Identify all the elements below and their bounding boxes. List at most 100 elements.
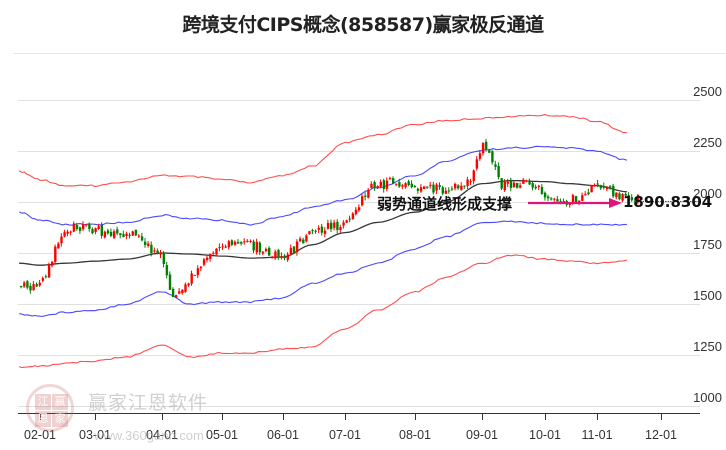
up-candle (206, 257, 209, 261)
up-candle (233, 241, 237, 245)
down-candle (314, 230, 317, 232)
down-candle (218, 246, 221, 248)
up-candle (54, 246, 57, 262)
down-candle (556, 199, 559, 202)
up-candle (361, 196, 364, 206)
down-candle (75, 225, 79, 230)
down-candle (277, 249, 280, 258)
watermark-logo-icon: 江 赢 恩 家 (26, 384, 74, 432)
down-candle (550, 198, 553, 200)
down-candle (100, 224, 103, 236)
grid-lines (18, 100, 700, 407)
down-candle (531, 183, 534, 188)
y-tick-label: 1500 (693, 288, 722, 303)
up-candle (274, 251, 277, 259)
down-candle (35, 284, 38, 287)
annotation-value: 1890.8304 (623, 193, 713, 211)
down-candle (162, 252, 165, 264)
down-candle (29, 285, 32, 291)
up-candle (503, 181, 506, 191)
up-candle (454, 183, 457, 189)
up-candle (47, 264, 51, 278)
down-candle (44, 276, 48, 278)
x-axis (18, 413, 700, 420)
down-candle (373, 182, 376, 188)
down-candle (20, 285, 23, 287)
down-candle (240, 242, 243, 244)
watermark-logo-char: 赢 (52, 394, 68, 410)
up-candle (472, 170, 475, 181)
down-candle (268, 247, 271, 256)
down-candle (392, 178, 395, 184)
down-candle (302, 239, 305, 244)
down-candle (165, 265, 169, 276)
channel-lines (18, 113, 700, 369)
up-candle (184, 284, 187, 292)
down-candle (134, 229, 138, 236)
down-candle (618, 193, 621, 200)
up-candle (553, 198, 556, 200)
down-candle (463, 185, 466, 187)
up-candle (478, 153, 482, 159)
down-candle (599, 185, 603, 189)
down-candle (509, 179, 513, 188)
channel-line-1 (18, 145, 628, 226)
down-candle (283, 255, 286, 259)
x-tick-label: 09-01 (466, 428, 498, 442)
up-candle (221, 246, 224, 248)
up-candle (339, 227, 342, 231)
down-candle (348, 218, 351, 220)
channel-line-0 (18, 113, 627, 188)
up-candle (367, 189, 370, 198)
down-candle (116, 229, 119, 234)
down-candle (311, 230, 314, 232)
title-divider (13, 53, 726, 54)
up-candle (97, 226, 100, 229)
down-candle (494, 164, 497, 167)
up-candle (32, 284, 35, 291)
up-candle (286, 254, 289, 260)
up-candle (261, 251, 265, 254)
up-candle (289, 248, 293, 255)
down-candle (416, 188, 420, 191)
x-tick-label: 07-01 (329, 428, 361, 442)
down-candle (612, 185, 615, 197)
up-candle (137, 235, 141, 237)
up-candle (178, 291, 181, 294)
down-candle (106, 230, 110, 234)
down-candle (156, 250, 159, 253)
down-candle (109, 231, 113, 236)
up-candle (308, 231, 311, 234)
chart-title: 跨境支付CIPS概念(858587)赢家极反通道 (182, 14, 544, 36)
up-candle (215, 248, 218, 255)
down-candle (627, 195, 630, 197)
down-candle (122, 234, 125, 237)
x-tick-label: 08-01 (399, 428, 431, 442)
up-candle (326, 223, 330, 229)
up-candle (571, 195, 575, 204)
watermark-logo-char: 恩 (35, 411, 51, 427)
down-candle (624, 193, 627, 196)
down-candle (336, 221, 339, 230)
down-candle (497, 165, 500, 178)
y-tick-label: 2500 (693, 84, 722, 99)
down-candle (450, 188, 454, 190)
down-candle (320, 226, 324, 233)
down-candle (500, 178, 503, 189)
up-candle (60, 236, 63, 244)
up-candle (636, 194, 640, 202)
down-candle (140, 236, 144, 241)
y-tick-label: 2000 (693, 186, 722, 201)
down-candle (426, 186, 429, 188)
down-candle (258, 242, 262, 253)
up-candle (469, 181, 472, 183)
up-candle (605, 186, 609, 190)
annotation-arrow (528, 198, 622, 208)
up-candle (475, 159, 479, 169)
down-candle (413, 185, 417, 188)
x-tick-label: 12-01 (645, 428, 677, 442)
watermark-logo-char: 江 (35, 394, 51, 410)
up-candle (519, 185, 522, 188)
down-candle (516, 182, 519, 188)
